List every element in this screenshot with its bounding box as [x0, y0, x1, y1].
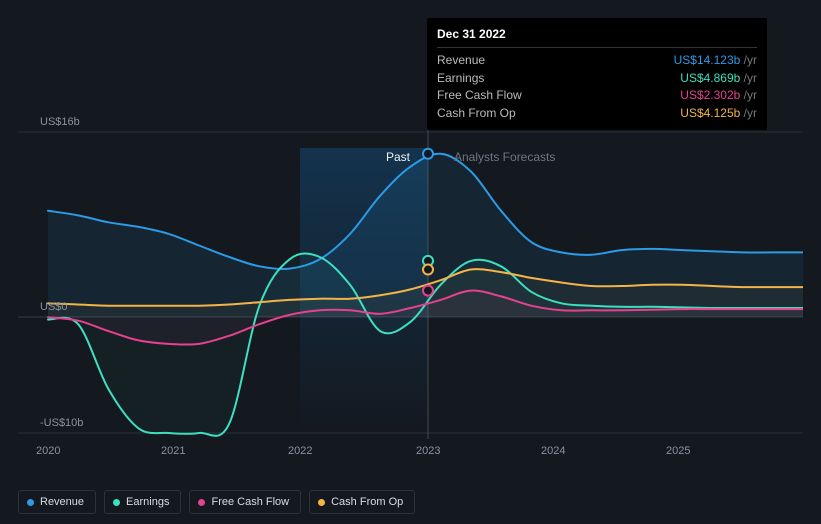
legend-label: Earnings — [126, 496, 169, 508]
legend-item-cash-from-op[interactable]: Cash From Op — [309, 490, 415, 514]
legend-item-revenue[interactable]: Revenue — [18, 490, 96, 514]
x-tick-label: 2022 — [288, 445, 312, 457]
tooltip-row: Cash From Op US$4.125b /yr — [437, 105, 757, 122]
y-tick-label: US$0 — [40, 301, 68, 313]
y-tick-label: -US$10b — [40, 417, 83, 429]
x-tick-label: 2021 — [161, 445, 185, 457]
tooltip-row-label: Free Cash Flow — [437, 87, 522, 104]
tooltip-row-label: Earnings — [437, 70, 484, 87]
tooltip-row-value: US$4.125b /yr — [680, 105, 757, 122]
tooltip-row-label: Cash From Op — [437, 105, 516, 122]
tooltip-row: Earnings US$4.869b /yr — [437, 70, 757, 87]
x-tick-label: 2020 — [36, 445, 60, 457]
tooltip-row-value: US$4.869b /yr — [680, 70, 757, 87]
tooltip-row-label: Revenue — [437, 52, 485, 69]
y-tick-label: US$16b — [40, 116, 80, 128]
region-label-past: Past — [386, 150, 410, 164]
legend-label: Free Cash Flow — [211, 496, 289, 508]
legend-dot — [113, 499, 120, 506]
region-label-forecasts: Analysts Forecasts — [454, 150, 555, 164]
legend-dot — [27, 499, 34, 506]
tooltip-rows: Revenue US$14.123b /yr Earnings US$4.869b /… — [437, 52, 757, 122]
tooltip-row-value: US$14.123b /yr — [674, 52, 757, 69]
legend-label: Revenue — [40, 496, 84, 508]
tooltip-date: Dec 31 2022 — [437, 26, 757, 48]
legend-label: Cash From Op — [331, 496, 403, 508]
legend-item-free-cash-flow[interactable]: Free Cash Flow — [189, 490, 301, 514]
legend: Revenue Earnings Free Cash Flow Cash From O… — [18, 490, 415, 514]
x-tick-label: 2025 — [666, 445, 690, 457]
tooltip-row: Revenue US$14.123b /yr — [437, 52, 757, 69]
tooltip-row: Free Cash Flow US$2.302b /yr — [437, 87, 757, 104]
x-tick-label: 2024 — [541, 445, 565, 457]
legend-dot — [318, 499, 325, 506]
x-tick-label: 2023 — [416, 445, 440, 457]
hover-tooltip: Dec 31 2022 RevenueUS$14.123b /yrEarning… — [427, 18, 767, 130]
tooltip-row-value: US$2.302b /yr — [680, 87, 757, 104]
legend-dot — [198, 499, 205, 506]
legend-item-earnings[interactable]: Earnings — [104, 490, 181, 514]
